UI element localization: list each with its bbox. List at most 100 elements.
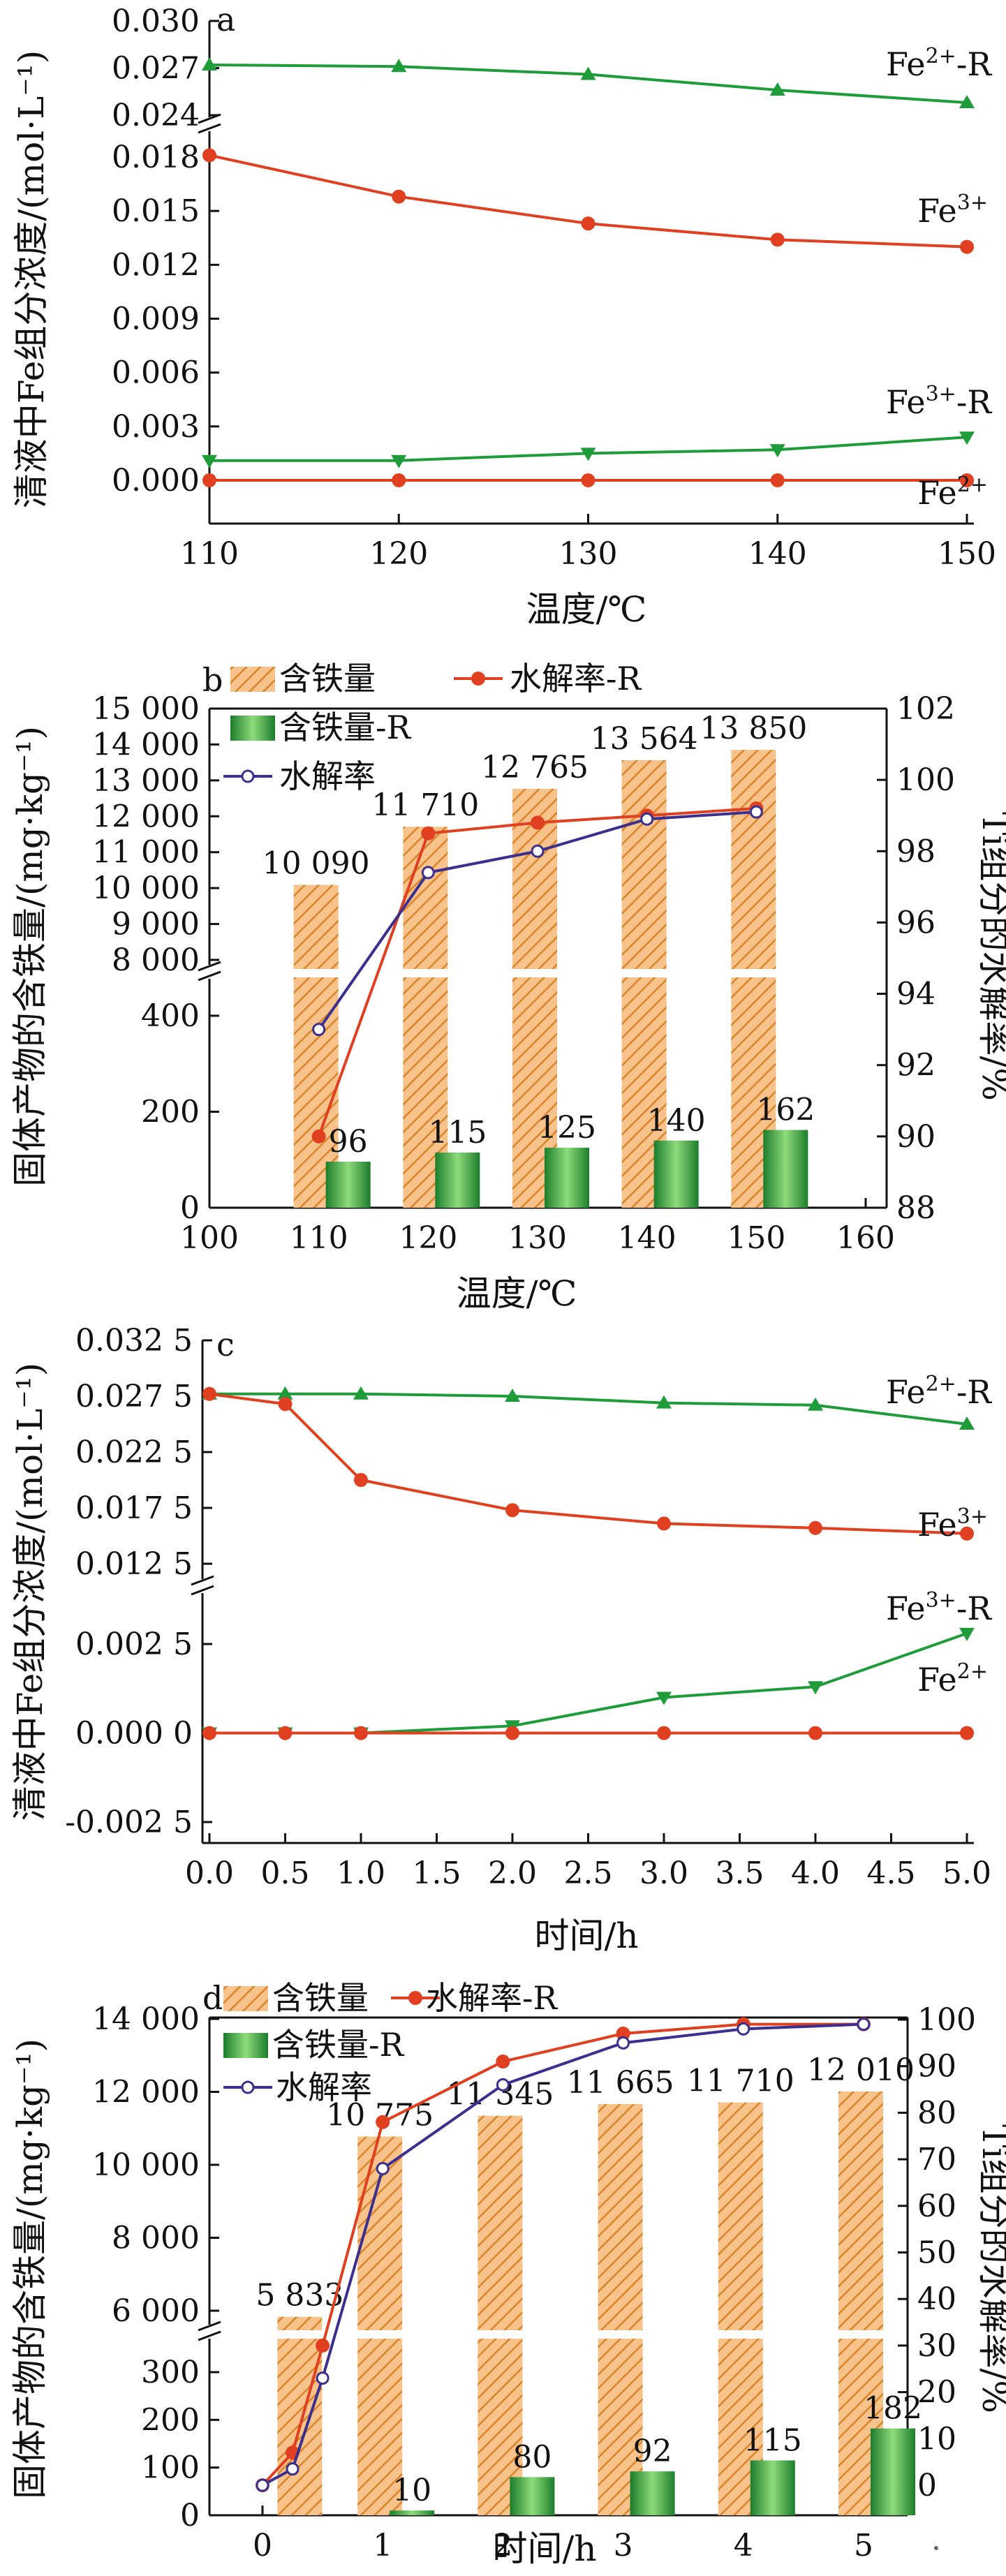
- y-right-tick-label: 100: [896, 762, 955, 798]
- y-right-tick-label: 50: [917, 2235, 956, 2271]
- data-point: [376, 2115, 390, 2129]
- data-point: [278, 1726, 293, 1740]
- y-tick-label: 0: [180, 1190, 200, 1226]
- y-tick-label: 0.022 5: [75, 1435, 193, 1470]
- y-tick-label: 200: [141, 2402, 200, 2438]
- y-tick-label: 11 000: [92, 835, 200, 871]
- y-axis-label-left: 固体产物的含铁量/(mg·kg⁻¹): [10, 2038, 50, 2499]
- y-right-tick-label: 70: [917, 2142, 956, 2177]
- y-right-tick-label: 94: [896, 977, 935, 1012]
- y-axis-label-left: 固体产物的含铁量/(mg·kg⁻¹): [10, 726, 50, 1187]
- x-tick-label: 3: [614, 2528, 633, 2563]
- data-point: [531, 844, 545, 858]
- y-tick-label: 8 000: [112, 942, 200, 978]
- y-tick-label: 13 000: [92, 763, 200, 799]
- series-line: [262, 2022, 864, 2487]
- data-point: [959, 1416, 975, 1430]
- series-line: [209, 1392, 968, 1426]
- x-tick-label: 140: [618, 1220, 676, 1256]
- y-right-tick-label: 10: [917, 2421, 956, 2457]
- bar-label: 10: [392, 2473, 431, 2508]
- data-point: [316, 2371, 330, 2385]
- bar-iron-content-r: [763, 1130, 808, 1208]
- x-tick-label: 120: [399, 1220, 457, 1256]
- y-tick-label: 0.000 0: [75, 1716, 193, 1752]
- data-point: [496, 2055, 510, 2069]
- y-tick-label: 14 000: [92, 2001, 200, 2037]
- data-point: [808, 1681, 823, 1695]
- data-point: [770, 232, 785, 247]
- y-tick-label: -0.002 5: [65, 1805, 193, 1840]
- data-point: [354, 1726, 368, 1740]
- data-point: [749, 805, 763, 819]
- data-point: [959, 95, 975, 108]
- data-point: [531, 815, 545, 830]
- y-tick-label: 400: [141, 998, 200, 1034]
- y-right-tick-label: 98: [896, 834, 935, 869]
- legend-swatch: [230, 667, 275, 692]
- x-tick-label: 3.5: [716, 1856, 764, 1891]
- x-tick-label: 1: [373, 2528, 392, 2563]
- data-point: [392, 189, 406, 204]
- bar-label: 10 090: [262, 846, 370, 882]
- legend-swatch: [230, 716, 275, 741]
- y-tick-label: 200: [141, 1095, 200, 1130]
- bar-label: 92: [633, 2434, 672, 2469]
- data-point: [808, 1397, 823, 1411]
- data-point: [277, 1386, 293, 1400]
- y-tick-label: 12 000: [92, 799, 200, 834]
- data-point: [656, 1395, 672, 1409]
- data-point: [202, 148, 216, 163]
- bar-iron-content: [512, 788, 557, 1208]
- legend-label: 水解率: [276, 2068, 372, 2106]
- bar-label: 5 833: [256, 2278, 343, 2314]
- bar-iron-content-r: [435, 1152, 480, 1208]
- series-line: [209, 154, 968, 249]
- bar-iron-content-r: [653, 1140, 699, 1208]
- data-point: [312, 1023, 326, 1037]
- x-axis-label: 时间/h: [492, 2529, 596, 2569]
- bar-label: 182: [864, 2391, 922, 2427]
- legend-label: 含铁量-R: [279, 709, 412, 746]
- y-tick-label: 15 000: [92, 691, 200, 727]
- data-point: [657, 1726, 671, 1740]
- data-point: [960, 1726, 974, 1740]
- bar-label: 140: [647, 1103, 706, 1139]
- series-line: [209, 1631, 968, 1735]
- data-point: [959, 431, 975, 445]
- data-point: [202, 1386, 216, 1401]
- y-tick-label: 100: [141, 2450, 200, 2486]
- data-point: [616, 2027, 630, 2041]
- data-point: [421, 826, 436, 841]
- data-point: [505, 1503, 519, 1518]
- axis-break-mark: [198, 2320, 221, 2341]
- series-label: Fe2+: [917, 1659, 988, 1698]
- panel-letter: a: [216, 1, 235, 38]
- axis-break-mark: [198, 961, 221, 982]
- x-tick-label: 130: [508, 1220, 567, 1256]
- x-tick-label: 5: [854, 2528, 873, 2563]
- data-point: [616, 2036, 630, 2050]
- y-tick-label: 10 000: [92, 2147, 200, 2183]
- data-point: [808, 1520, 822, 1535]
- data-point: [391, 59, 407, 73]
- data-point: [857, 2018, 871, 2031]
- x-tick-label: 2: [493, 2528, 512, 2563]
- legend-swatch: [241, 2080, 255, 2094]
- y-right-tick-label: 92: [896, 1048, 935, 1083]
- series-label: Fe3+: [917, 191, 988, 230]
- x-tick-label: 140: [748, 536, 807, 572]
- y-tick-label: 0.000: [112, 463, 200, 498]
- x-tick-label: 160: [836, 1220, 895, 1256]
- panel-c: -0.002 50.000 00.002 50.012 50.017 50.02…: [10, 1323, 992, 1956]
- bar-iron-content-r: [510, 2477, 555, 2515]
- x-tick-label: 150: [727, 1220, 785, 1256]
- series-label: Fe2+-R: [886, 1372, 992, 1411]
- y-tick-label: 0.012 5: [75, 1546, 193, 1582]
- axis-break-band: [211, 969, 885, 977]
- bar-label: 12 765: [481, 750, 589, 785]
- y-tick-label: 0.009: [112, 302, 200, 337]
- data-point: [580, 66, 596, 80]
- x-tick-label: 150: [938, 536, 996, 572]
- x-tick-label: 4: [734, 2528, 753, 2563]
